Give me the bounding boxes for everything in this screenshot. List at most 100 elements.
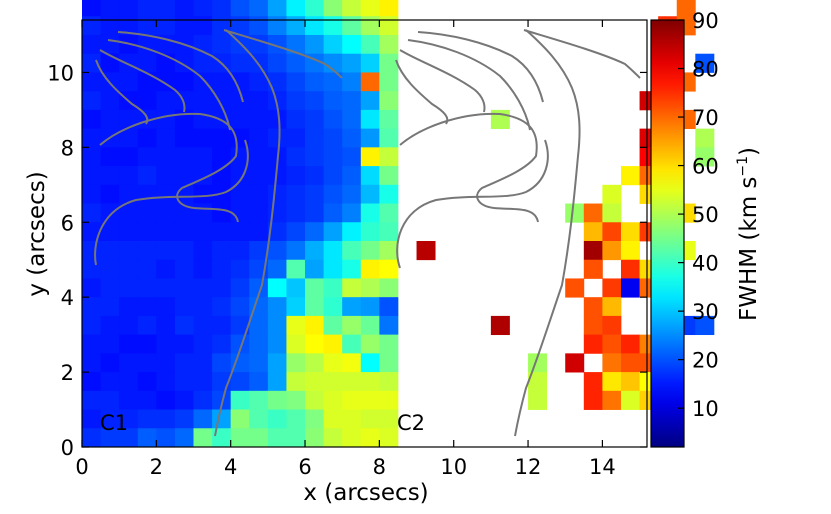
contour-line: [214, 29, 281, 437]
heatmap-cell: [174, 428, 194, 448]
heatmap-cell: [620, 222, 640, 242]
heatmap-cell: [137, 147, 157, 167]
heatmap-cell: [379, 91, 399, 111]
heatmap-cell: [119, 222, 139, 242]
heatmap-cell: [286, 240, 306, 261]
contour-line: [107, 39, 231, 131]
heatmap-cell: [305, 222, 325, 242]
heatmap-cell: [100, 315, 120, 336]
heatmap-cell: [305, 334, 325, 354]
heatmap-cell: [137, 128, 157, 148]
heatmap-cell: [342, 109, 362, 130]
heatmap-cell: [695, 128, 715, 148]
heatmap-cell: [379, 53, 399, 73]
heatmap-cell: [193, 53, 213, 73]
heatmap-cell: [174, 372, 194, 392]
heatmap-cell: [286, 91, 306, 111]
heatmap-cell: [212, 203, 232, 223]
heatmap-cell: [379, 259, 399, 279]
heatmap-cell: [137, 0, 157, 17]
heatmap-cell: [286, 315, 306, 336]
heatmap-cell: [267, 259, 287, 279]
heatmap-cell: [602, 240, 622, 261]
heatmap-cell: [249, 240, 269, 261]
heatmap-cell: [360, 409, 380, 429]
heatmap-cell: [360, 91, 380, 111]
heatmap-cell: [230, 53, 250, 73]
heatmap-cell: [156, 16, 176, 36]
heatmap-cell: [119, 109, 139, 130]
annotation-c1: C1: [100, 411, 128, 435]
heatmap-cell: [379, 222, 399, 242]
heatmap-cell: [583, 259, 603, 279]
heatmap-cell: [193, 128, 213, 148]
heatmap-cell: [323, 240, 343, 261]
x-tick-label: 8: [373, 455, 386, 479]
heatmap-cell: [193, 315, 213, 336]
heatmap-cell: [323, 259, 343, 279]
heatmap-cell: [323, 166, 343, 186]
heatmap-cell: [323, 372, 343, 392]
heatmap-cell: [156, 390, 176, 410]
heatmap-cell: [193, 109, 213, 130]
heatmap-cell: [286, 147, 306, 167]
heatmap-cell: [583, 297, 603, 317]
heatmap-cell: [137, 372, 157, 392]
heatmap-cell: [156, 166, 176, 186]
heatmap-cell: [267, 222, 287, 242]
heatmap-cell: [212, 240, 232, 261]
heatmap-cell: [379, 334, 399, 354]
heatmap-cell: [323, 53, 343, 73]
heatmap-cell: [249, 72, 269, 92]
heatmap-cell: [156, 353, 176, 373]
y-tick-label: 4: [61, 286, 74, 310]
heatmap-cell: [676, 0, 696, 17]
heatmap-cell: [193, 428, 213, 448]
colorbar-label-close: ): [736, 147, 762, 156]
heatmap-cell: [137, 334, 157, 354]
heatmap-cell: [249, 428, 269, 448]
heatmap-cell: [286, 184, 306, 204]
heatmap-cell: [100, 109, 120, 130]
heatmap-cell: [156, 409, 176, 429]
heatmap-cell: [119, 240, 139, 261]
heatmap-cell: [323, 34, 343, 55]
heatmap-cell: [156, 259, 176, 279]
heatmap-cell: [249, 222, 269, 242]
heatmap-cell: [174, 147, 194, 167]
heatmap-cell: [137, 222, 157, 242]
heatmap-cell: [323, 390, 343, 410]
heatmap-cell: [360, 203, 380, 223]
heatmap-cell: [267, 0, 287, 17]
heatmap-cell: [267, 16, 287, 36]
heatmap-cell: [323, 16, 343, 36]
heatmap-cell: [528, 372, 548, 392]
heatmap-cell: [174, 334, 194, 354]
heatmap-cell: [82, 184, 101, 204]
heatmap-cell: [119, 72, 139, 92]
heatmap-cell: [156, 147, 176, 167]
heatmap-cell: [230, 278, 250, 298]
heatmap-cell: [82, 166, 101, 186]
heatmap-cell: [156, 428, 176, 448]
heatmap-cell: [286, 259, 306, 279]
heatmap-cell: [620, 390, 640, 410]
heatmap-cell: [620, 334, 640, 354]
heatmap-cell: [267, 390, 287, 410]
heatmap-cell: [119, 353, 139, 373]
heatmap-cell: [267, 166, 287, 186]
x-tick-label: 0: [75, 455, 88, 479]
heatmap-cell: [267, 240, 287, 261]
heatmap-cell: [82, 353, 101, 373]
heatmap-cell: [249, 278, 269, 298]
heatmap-cell: [379, 315, 399, 336]
contour-line: [399, 112, 539, 223]
heatmap-cell: [230, 297, 250, 317]
heatmap-cell: [360, 259, 380, 279]
heatmap-cell: [342, 16, 362, 36]
heatmap-cell: [82, 278, 101, 298]
x-tick-label: 6: [298, 455, 311, 479]
heatmap-cell: [305, 34, 325, 55]
heatmap-cell: [267, 53, 287, 73]
heatmap-cell: [305, 428, 325, 448]
